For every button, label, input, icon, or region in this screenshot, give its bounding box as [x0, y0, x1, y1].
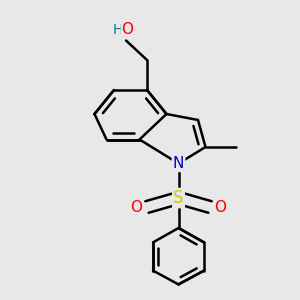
- Text: H: H: [112, 23, 123, 38]
- Text: N: N: [173, 156, 184, 171]
- Text: O: O: [122, 22, 134, 38]
- Text: O: O: [214, 200, 226, 214]
- Text: S: S: [173, 189, 184, 207]
- Text: O: O: [130, 200, 142, 214]
